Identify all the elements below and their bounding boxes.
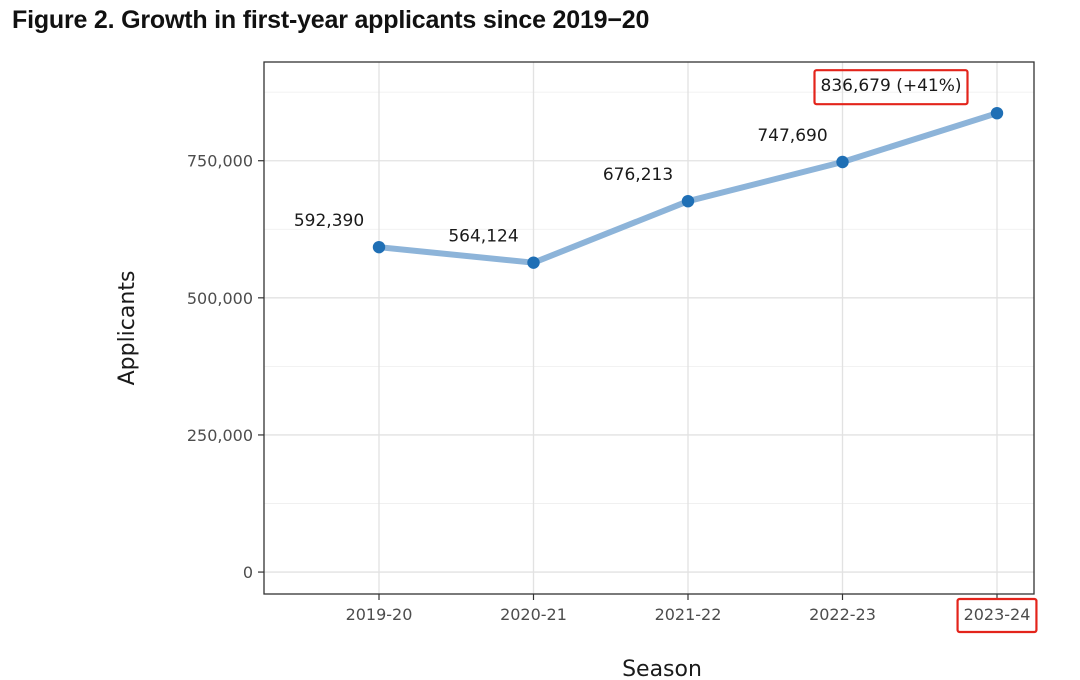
data-points xyxy=(372,106,1004,269)
y-tick-label-250000: 250,000 xyxy=(187,426,253,445)
y-tick-label-750000: 750,000 xyxy=(187,152,253,171)
figure-title: Figure 2. Growth in first-year applicant… xyxy=(12,6,650,34)
y-tick-label-0: 0 xyxy=(243,563,253,582)
data-point-2023-24 xyxy=(990,106,1004,120)
y-axis: 0 250,000 500,000 750,000 xyxy=(187,152,264,582)
x-tick-2021-22: 2021-22 xyxy=(655,605,722,624)
data-point-2019-20 xyxy=(372,240,386,254)
highlight-boxes xyxy=(813,69,1038,634)
highlight-box-data-label-2023-24 xyxy=(813,69,969,106)
highlight-box-x-tick-2023-24 xyxy=(956,597,1038,634)
x-tick-2022-23: 2022-23 xyxy=(809,605,876,624)
x-tick-2023-24: 2023-24 xyxy=(964,605,1031,624)
data-label-2019-20: 592,390 xyxy=(294,211,364,231)
data-label-2021-22: 676,213 xyxy=(603,165,673,185)
data-label-2022-23: 747,690 xyxy=(757,126,827,146)
x-tick-2019-20: 2019-20 xyxy=(346,605,413,624)
grid-lines xyxy=(264,62,1034,594)
data-label-2020-21: 564,124 xyxy=(448,227,518,247)
data-point-2020-21 xyxy=(527,256,540,269)
y-axis-title: Applicants xyxy=(115,271,140,386)
data-point-2022-23 xyxy=(836,155,849,169)
plot-panel-border xyxy=(263,61,1035,595)
data-point-2021-22 xyxy=(681,194,695,208)
x-tick-2020-21: 2020-21 xyxy=(500,605,567,624)
y-tick-label-500000: 500,000 xyxy=(187,289,253,308)
x-axis-title: Season xyxy=(622,657,702,680)
x-axis: 2019-20 2020-21 2021-22 2022-23 2023-24 xyxy=(346,594,1031,624)
data-label-2023-24: 836,679 (+41%) xyxy=(821,76,962,96)
data-labels: 592,390 564,124 676,213 747,690 836,679 (+41… xyxy=(294,76,962,246)
